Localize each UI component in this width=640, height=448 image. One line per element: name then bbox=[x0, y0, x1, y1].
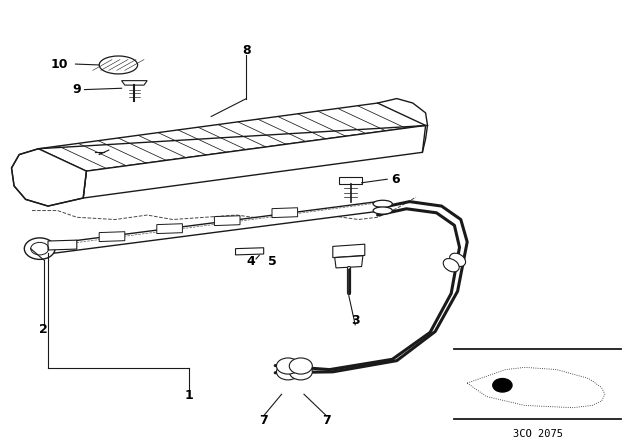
Circle shape bbox=[276, 358, 300, 374]
Text: 1: 1 bbox=[184, 388, 193, 402]
Circle shape bbox=[289, 358, 312, 374]
Text: 3: 3 bbox=[351, 314, 360, 327]
Text: 7: 7 bbox=[259, 414, 268, 427]
Text: 8: 8 bbox=[242, 44, 251, 57]
Ellipse shape bbox=[99, 56, 138, 74]
Polygon shape bbox=[272, 208, 298, 218]
Polygon shape bbox=[12, 149, 86, 206]
Ellipse shape bbox=[444, 258, 459, 272]
Polygon shape bbox=[38, 103, 426, 171]
Polygon shape bbox=[333, 244, 365, 258]
Polygon shape bbox=[157, 224, 182, 233]
Circle shape bbox=[493, 379, 512, 392]
Polygon shape bbox=[99, 232, 125, 241]
Text: 5: 5 bbox=[268, 255, 276, 268]
Polygon shape bbox=[339, 177, 362, 184]
Text: 3CO 2075: 3CO 2075 bbox=[513, 429, 563, 439]
Text: 9: 9 bbox=[72, 83, 81, 96]
Ellipse shape bbox=[373, 207, 392, 214]
Polygon shape bbox=[335, 256, 363, 268]
Ellipse shape bbox=[450, 253, 465, 267]
Circle shape bbox=[276, 364, 300, 380]
Text: 6: 6 bbox=[391, 172, 400, 186]
Polygon shape bbox=[48, 240, 77, 250]
Polygon shape bbox=[236, 248, 264, 255]
Text: 7: 7 bbox=[322, 414, 331, 427]
Circle shape bbox=[24, 238, 55, 259]
Ellipse shape bbox=[373, 200, 392, 207]
Text: 10: 10 bbox=[50, 57, 68, 71]
Text: 2: 2 bbox=[39, 323, 48, 336]
Polygon shape bbox=[122, 81, 147, 85]
Polygon shape bbox=[83, 125, 426, 198]
Polygon shape bbox=[214, 216, 240, 226]
Circle shape bbox=[289, 364, 312, 380]
Polygon shape bbox=[48, 202, 384, 253]
Text: 4: 4 bbox=[246, 255, 255, 268]
